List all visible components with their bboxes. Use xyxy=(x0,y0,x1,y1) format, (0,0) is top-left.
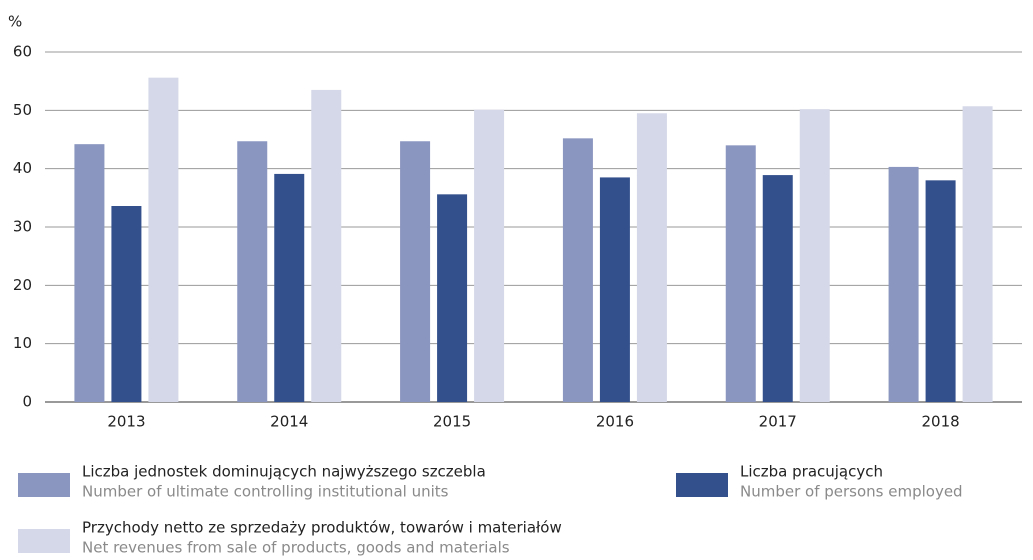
bar xyxy=(636,113,667,402)
y-tick-label: 60 xyxy=(13,43,32,61)
bar xyxy=(400,141,431,402)
legend-label-en: Number of ultimate controlling instituti… xyxy=(82,483,449,501)
x-tick-label: 2013 xyxy=(107,413,145,431)
y-tick-label: 20 xyxy=(13,276,32,294)
y-tick-label: 50 xyxy=(13,101,32,119)
legend-label: Przychody netto ze sprzedaży produktów, … xyxy=(82,519,562,537)
legend-swatch xyxy=(676,473,728,497)
bar xyxy=(111,206,142,402)
y-tick-label: 40 xyxy=(13,159,32,177)
legend-swatch xyxy=(18,529,70,553)
bar xyxy=(311,89,342,403)
bar xyxy=(274,173,305,402)
legend-label: Liczba jednostek dominujących najwyższeg… xyxy=(82,463,486,481)
y-tick-label: 10 xyxy=(13,334,32,352)
y-tick-label: 30 xyxy=(13,218,32,236)
bar xyxy=(562,138,593,403)
x-tick-label: 2015 xyxy=(433,413,471,431)
bar xyxy=(925,180,956,402)
bar xyxy=(762,175,793,402)
bar xyxy=(799,109,830,403)
bar xyxy=(237,141,268,402)
bar xyxy=(725,145,756,403)
bar xyxy=(599,177,630,402)
bar xyxy=(74,144,105,402)
legend-swatch xyxy=(18,473,70,497)
x-tick-label: 2018 xyxy=(921,413,959,431)
legend-label: Liczba pracujących xyxy=(740,463,883,481)
legend-label-en: Net revenues from sale of products, good… xyxy=(82,539,510,557)
bar xyxy=(474,109,505,402)
x-tick-label: 2017 xyxy=(759,413,797,431)
bar xyxy=(148,77,179,403)
x-tick-label: 2014 xyxy=(270,413,308,431)
bar xyxy=(437,194,468,402)
y-tick-label: 0 xyxy=(22,393,32,411)
legend-label-en: Number of persons employed xyxy=(740,483,963,501)
y-axis-label: % xyxy=(8,13,22,31)
bar xyxy=(888,166,919,402)
x-tick-label: 2016 xyxy=(596,413,634,431)
bar xyxy=(962,106,993,402)
